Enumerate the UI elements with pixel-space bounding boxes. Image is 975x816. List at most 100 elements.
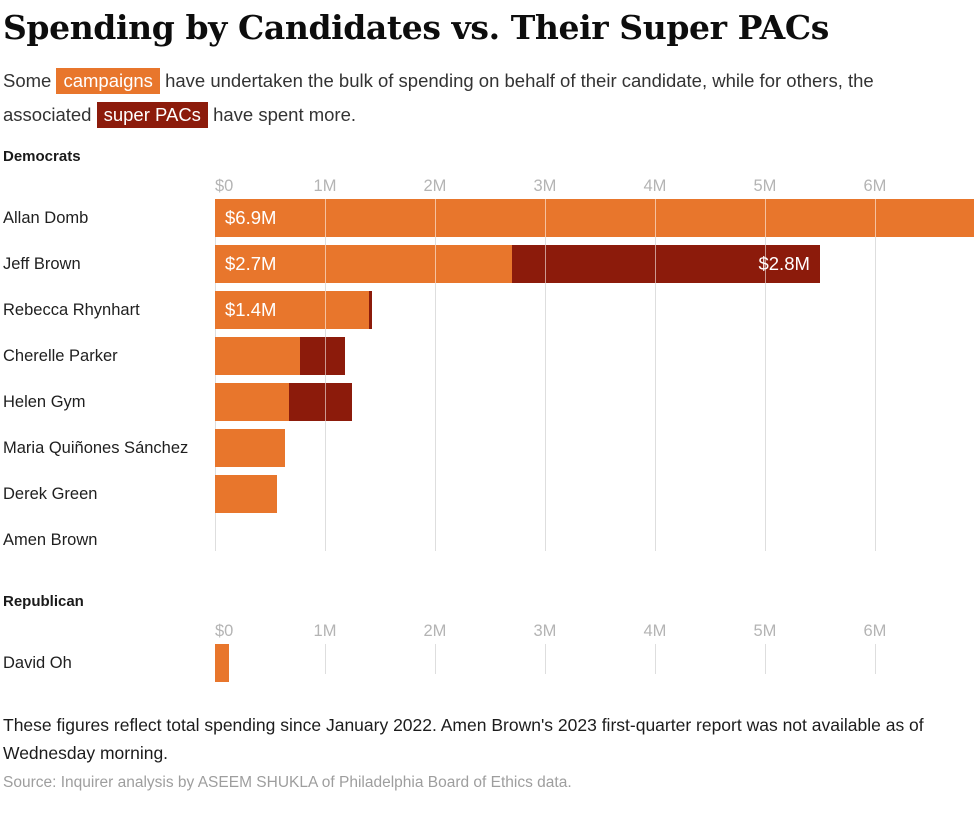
- campaign-bar-segment[interactable]: [215, 475, 277, 513]
- category-label: Helen Gym: [3, 392, 86, 411]
- bar-gridline-overlay: [324, 337, 326, 375]
- chart-rows-republican: David Oh: [3, 644, 975, 682]
- axis-tick-label: 3M: [533, 622, 557, 640]
- chart-section-republican: Republican $0 1M 2M 3M 4M 5M 6M David Oh: [3, 593, 975, 682]
- bar-gridline-overlay: [324, 245, 326, 283]
- stacked-bar: [215, 429, 286, 467]
- charts-container: Democrats $0 1M 2M 3M 4M 5M 6M Allan Domb $6.9M Je…: [3, 148, 975, 682]
- bar-gridline-overlay: [324, 291, 326, 329]
- footnotes: These figures reflect total spending sin…: [3, 715, 924, 763]
- subtitle: Some campaigns have undertaken the bulk …: [3, 64, 955, 132]
- bar-gridline-overlay: [324, 199, 326, 237]
- bar-row: David Oh: [3, 644, 975, 682]
- super_pac-bar-segment[interactable]: [299, 337, 345, 375]
- bar-value-label: $2.7M: [225, 253, 277, 274]
- group-label-democrats: Democrats: [3, 148, 81, 165]
- axis-tick-label: 2M: [423, 177, 447, 195]
- gridline: [654, 644, 656, 674]
- campaign-bar-segment[interactable]: $2.7M: [215, 245, 512, 283]
- bar-gridline-overlay: [434, 245, 436, 283]
- bar-value-label: $6.9M: [225, 207, 277, 228]
- bar-gridline-overlay: [434, 199, 436, 237]
- gridline: [874, 644, 876, 674]
- campaigns-legend-highlight: campaigns: [56, 68, 160, 94]
- bar-gridline-overlay: [654, 245, 656, 283]
- gridline: [434, 644, 436, 674]
- category-label: Allan Domb: [3, 208, 89, 227]
- bar-track: [215, 383, 975, 421]
- bar-value-label: $2.8M: [758, 253, 810, 274]
- bar-track: $6.9M: [215, 199, 975, 237]
- category-label: David Oh: [3, 653, 72, 672]
- axis-tick-label: 1M: [313, 177, 337, 195]
- subtitle-text-2: have undertaken the bulk of spending on …: [3, 70, 874, 125]
- x-axis-republican: $0 1M 2M 3M 4M 5M 6M: [215, 620, 975, 644]
- bar-track: [215, 644, 975, 682]
- category-label: Amen Brown: [3, 530, 98, 549]
- category-label: Cherelle Parker: [3, 346, 118, 365]
- category-label: Rebecca Rhynhart: [3, 300, 140, 319]
- gridlines: [215, 199, 975, 551]
- gridline: [324, 199, 326, 551]
- axis-tick-label: 3M: [533, 177, 557, 195]
- stacked-bar: $1.4M: [215, 291, 373, 329]
- bar-gridline-overlay: [654, 199, 656, 237]
- subtitle-text-1: Some: [3, 70, 57, 91]
- campaign-bar-segment[interactable]: $6.9M: [215, 199, 974, 237]
- stacked-bar: [215, 475, 277, 513]
- bar-row: Cherelle Parker: [3, 337, 975, 375]
- super_pac-bar-segment[interactable]: [288, 383, 353, 421]
- super-pacs-legend-highlight: super PACs: [96, 102, 208, 128]
- gridline: [434, 199, 436, 551]
- stacked-bar: [215, 337, 345, 375]
- campaign-bar-segment[interactable]: [215, 644, 230, 682]
- gridline: [215, 199, 216, 551]
- bar-gridline-overlay: [544, 245, 546, 283]
- chart-rows-democrats: Allan Domb $6.9M Jeff Brown $2.7M $2.8M Rebec…: [3, 199, 975, 559]
- axis-tick-label: 6M: [863, 622, 887, 640]
- campaign-bar-segment[interactable]: [215, 429, 286, 467]
- category-label: Derek Green: [3, 484, 98, 503]
- campaign-bar-segment[interactable]: [215, 383, 289, 421]
- x-axis-democrats: $0 1M 2M 3M 4M 5M 6M: [215, 175, 975, 199]
- subtitle-text-3: have spent more.: [207, 104, 357, 125]
- bar-track: [215, 475, 975, 513]
- axis-tick-label: 5M: [753, 177, 777, 195]
- axis-tick-label: 1M: [313, 622, 337, 640]
- bar-row: Allan Domb $6.9M: [3, 199, 975, 237]
- bar-gridline-overlay: [544, 199, 546, 237]
- bar-row: Derek Green: [3, 475, 975, 513]
- super_pac-bar-segment[interactable]: [368, 291, 373, 329]
- campaign-bar-segment[interactable]: $1.4M: [215, 291, 369, 329]
- axis-tick-label: 6M: [863, 177, 887, 195]
- gridline: [764, 199, 766, 551]
- gridline: [874, 199, 876, 551]
- stacked-bar: [215, 383, 353, 421]
- super_pac-bar-segment[interactable]: $2.8M: [511, 245, 820, 283]
- bar-gridline-overlay: [874, 199, 876, 237]
- bar-value-label: $1.4M: [225, 299, 277, 320]
- page-title: Spending by Candidates vs. Their Super P…: [3, 8, 829, 47]
- campaign-bar-segment[interactable]: [215, 337, 300, 375]
- bar-gridline-overlay: [324, 383, 326, 421]
- axis-tick-label: 2M: [423, 622, 447, 640]
- axis-tick-label: $0: [215, 177, 234, 195]
- gridline: [544, 199, 546, 551]
- axis-tick-label: 5M: [753, 622, 777, 640]
- bar-track: [215, 521, 975, 559]
- category-label: Maria Quiñones Sánchez: [3, 438, 189, 457]
- axis-tick-label: $0: [215, 622, 234, 640]
- bar-row: Amen Brown: [3, 521, 975, 559]
- source-line: Source: Inquirer analysis by ASEEM SHUKL…: [3, 774, 572, 791]
- bar-track: $1.4M: [215, 291, 975, 329]
- bar-track: [215, 429, 975, 467]
- bar-track: $2.7M $2.8M: [215, 245, 975, 283]
- axis-tick-label: 4M: [643, 177, 667, 195]
- stacked-bar: [215, 644, 230, 682]
- bar-gridline-overlay: [764, 245, 766, 283]
- stacked-bar: $6.9M: [215, 199, 974, 237]
- chart-section-democrats: Democrats $0 1M 2M 3M 4M 5M 6M Allan Domb $6.9M Je…: [3, 148, 975, 559]
- gridline: [544, 644, 546, 674]
- bar-row: Maria Quiñones Sánchez: [3, 429, 975, 467]
- bar-track: [215, 337, 975, 375]
